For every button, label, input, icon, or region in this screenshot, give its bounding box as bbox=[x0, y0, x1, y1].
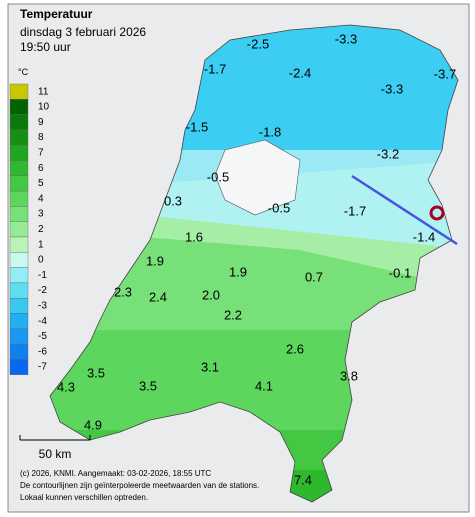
legend-label: 1 bbox=[38, 239, 44, 250]
legend-swatch bbox=[9, 114, 29, 131]
date: dinsdag 3 februari 2026 bbox=[20, 25, 146, 39]
legend-swatch bbox=[9, 267, 29, 284]
legend-label: 4 bbox=[38, 193, 44, 204]
station-temperature: 3.8 bbox=[340, 368, 358, 383]
station-temperature: -3.2 bbox=[377, 146, 399, 161]
legend-label: 8 bbox=[38, 132, 44, 143]
legend-swatch bbox=[9, 83, 29, 100]
station-temperature: 2.6 bbox=[286, 341, 304, 356]
station-temperature: 2.0 bbox=[202, 287, 220, 302]
station-temperature: -1.8 bbox=[259, 124, 281, 139]
station-temperature: 0.3 bbox=[164, 193, 182, 208]
legend-swatch bbox=[9, 252, 29, 268]
station-temperature: -1.5 bbox=[186, 119, 208, 134]
station-temperature: 3.5 bbox=[139, 378, 157, 393]
title: Temperatuur bbox=[20, 7, 93, 21]
legend-label: -7 bbox=[38, 362, 47, 373]
station-temperature: 4.3 bbox=[57, 379, 75, 394]
station-temperature: -3.7 bbox=[434, 66, 456, 81]
station-temperature: -0.1 bbox=[389, 265, 411, 280]
scale-label: 50 km bbox=[39, 447, 72, 461]
station-temperature: -1.7 bbox=[344, 203, 366, 218]
legend-label: -4 bbox=[38, 316, 47, 327]
legend-swatch bbox=[9, 206, 29, 222]
legend-swatch bbox=[9, 221, 29, 238]
legend-swatch bbox=[9, 236, 29, 253]
legend-label: 11 bbox=[38, 86, 49, 97]
legend-label: 7 bbox=[38, 147, 44, 158]
legend-swatch bbox=[9, 99, 29, 115]
legend-swatch bbox=[9, 359, 29, 375]
legend-swatch bbox=[9, 175, 29, 192]
time: 19:50 uur bbox=[20, 40, 71, 54]
station-temperature: 1.9 bbox=[146, 253, 164, 268]
legend-swatch bbox=[9, 144, 29, 161]
station-temperature: -2.5 bbox=[247, 36, 269, 51]
legend-label: 3 bbox=[38, 209, 44, 220]
location-marker bbox=[429, 205, 445, 221]
legend-swatch bbox=[9, 313, 29, 330]
legend-swatch bbox=[9, 129, 29, 146]
station-temperature: -0.5 bbox=[268, 200, 290, 215]
legend-swatch bbox=[9, 160, 29, 177]
station-temperature: -3.3 bbox=[335, 31, 357, 46]
station-temperature: 7.4 bbox=[294, 472, 312, 487]
station-temperature: 2.2 bbox=[224, 307, 242, 322]
legend-label: -6 bbox=[38, 346, 47, 357]
legend-label: 6 bbox=[38, 163, 44, 174]
station-temperature: 4.1 bbox=[255, 378, 273, 393]
station-temperature: 0.7 bbox=[305, 269, 323, 284]
station-temperature: 3.5 bbox=[87, 365, 105, 380]
track-line bbox=[351, 174, 458, 246]
legend-label: -3 bbox=[38, 300, 47, 311]
legend-swatch bbox=[9, 298, 29, 314]
station-temperature: 3.1 bbox=[201, 359, 219, 374]
legend-label: 2 bbox=[38, 224, 44, 235]
station-temperature: -1.7 bbox=[204, 61, 226, 76]
station-temperature: -2.4 bbox=[289, 65, 311, 80]
legend-label: 5 bbox=[38, 178, 44, 189]
footer: (c) 2026, KNMI. Aangemaakt: 03-02-2026, … bbox=[20, 469, 211, 478]
legend-label: 10 bbox=[38, 102, 50, 113]
station-temperature: 4.9 bbox=[84, 417, 102, 432]
footer: De contourlijnen zijn geïnterpoleerde me… bbox=[20, 481, 259, 490]
legend-swatch bbox=[9, 282, 29, 299]
unit: °C bbox=[18, 67, 29, 77]
station-temperature: 1.9 bbox=[229, 264, 247, 279]
legend-swatch bbox=[9, 328, 29, 345]
station-temperature: -1.4 bbox=[413, 229, 435, 244]
station-temperature: -3.3 bbox=[381, 81, 403, 96]
legend-swatch bbox=[9, 343, 29, 360]
station-temperature: 1.6 bbox=[185, 229, 203, 244]
legend-label: 9 bbox=[38, 117, 44, 128]
ijsselmeer bbox=[214, 139, 301, 216]
legend-label: -5 bbox=[38, 331, 47, 342]
border bbox=[49, 24, 459, 503]
legend-swatch bbox=[9, 190, 29, 207]
footer: Lokaal kunnen verschillen optreden. bbox=[20, 493, 148, 502]
legend-label: -1 bbox=[38, 270, 47, 281]
station-temperature: 2.4 bbox=[149, 289, 167, 304]
station-temperature: 2.3 bbox=[114, 284, 132, 299]
station-temperature: -0.5 bbox=[207, 169, 229, 184]
legend-label: 0 bbox=[38, 255, 44, 266]
legend-label: -2 bbox=[38, 285, 47, 296]
